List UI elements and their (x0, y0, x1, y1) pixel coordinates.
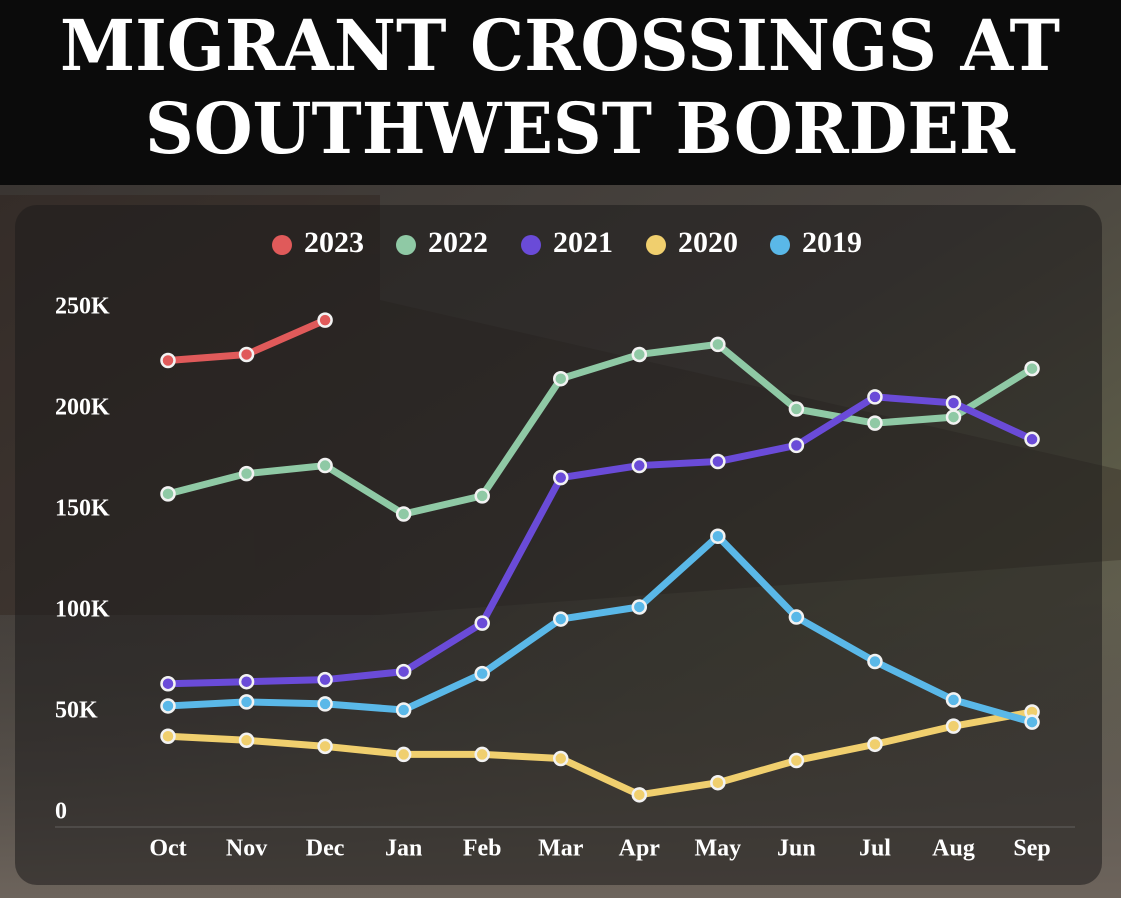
y-tick-label: 100K (55, 597, 110, 623)
point-marker (710, 774, 726, 791)
point-marker (867, 389, 883, 405)
point-marker (238, 465, 255, 482)
point-marker (788, 401, 805, 417)
point-marker (160, 698, 176, 714)
point-marker (474, 488, 490, 504)
title-band (0, 0, 1121, 185)
point-marker (631, 346, 648, 363)
point-marker (474, 746, 490, 763)
x-tick-label: Oct (149, 836, 186, 862)
legend-label: 2021 (553, 226, 613, 259)
series-line (164, 708, 1036, 799)
point-marker (317, 738, 333, 755)
point-marker (1024, 714, 1040, 730)
chart-title: MIGRANT CROSSINGS AT (60, 4, 1060, 87)
point-marker (160, 486, 176, 502)
x-tick-label: Nov (226, 836, 267, 862)
point-marker (395, 506, 412, 522)
point-marker (631, 599, 648, 615)
legend-marker (646, 235, 666, 255)
point-marker (395, 702, 412, 718)
point-marker (867, 736, 883, 753)
point-marker (395, 746, 412, 763)
point-marker (238, 732, 255, 749)
point-marker (160, 352, 176, 369)
legend-marker (272, 235, 292, 255)
legend-label: 2020 (678, 226, 738, 259)
legend-label: 2023 (304, 226, 364, 259)
point-marker (631, 457, 648, 474)
x-tick-label: May (695, 836, 742, 862)
point-marker (945, 718, 962, 734)
point-marker (1024, 360, 1040, 377)
y-tick-label: 0 (55, 799, 67, 825)
point-marker (474, 665, 490, 682)
legend-label: 2019 (802, 226, 862, 259)
x-tick-label: Feb (463, 836, 502, 862)
point-marker (317, 312, 333, 328)
y-tick-label: 50K (55, 698, 98, 724)
legend-marker (396, 235, 416, 255)
point-marker (631, 787, 648, 803)
y-tick-label: 250K (55, 294, 110, 320)
series-line (164, 340, 1036, 518)
point-marker (238, 694, 255, 710)
point-marker (160, 728, 176, 744)
point-marker (317, 696, 333, 712)
point-marker (788, 437, 805, 454)
series-line (164, 532, 1036, 726)
point-marker (317, 671, 333, 688)
point-marker (238, 346, 255, 363)
legend-label: 2022 (428, 226, 488, 259)
point-marker (710, 528, 726, 545)
x-tick-label: Jun (777, 836, 816, 862)
point-marker (553, 750, 569, 767)
point-marker (945, 692, 962, 708)
point-marker (238, 673, 255, 690)
point-marker (553, 469, 569, 486)
chart-title: SOUTHWEST BORDER (145, 87, 1016, 170)
point-marker (788, 752, 805, 769)
point-marker (1024, 431, 1040, 448)
point-marker (553, 611, 569, 627)
point-marker (160, 675, 176, 692)
point-marker (867, 415, 883, 431)
point-marker (474, 615, 490, 631)
x-tick-label: Aug (932, 836, 975, 862)
y-tick-label: 200K (55, 395, 110, 421)
x-tick-label: Jul (859, 836, 891, 862)
x-tick-label: Jan (385, 836, 422, 862)
point-marker (945, 409, 962, 425)
chart-panel (15, 205, 1102, 885)
x-tick-label: Dec (306, 836, 345, 862)
point-marker (395, 663, 412, 680)
series-line (164, 393, 1036, 688)
legend-marker (521, 235, 541, 255)
point-marker (788, 609, 805, 625)
x-tick-label: Sep (1013, 836, 1050, 862)
x-tick-label: Mar (538, 836, 584, 862)
point-marker (710, 453, 726, 470)
point-marker (945, 395, 962, 411)
point-marker (710, 336, 726, 353)
point-marker (317, 457, 333, 474)
y-tick-label: 150K (55, 496, 110, 522)
point-marker (867, 653, 883, 670)
legend-marker (770, 235, 790, 255)
x-tick-label: Apr (619, 836, 661, 862)
point-marker (553, 370, 569, 387)
